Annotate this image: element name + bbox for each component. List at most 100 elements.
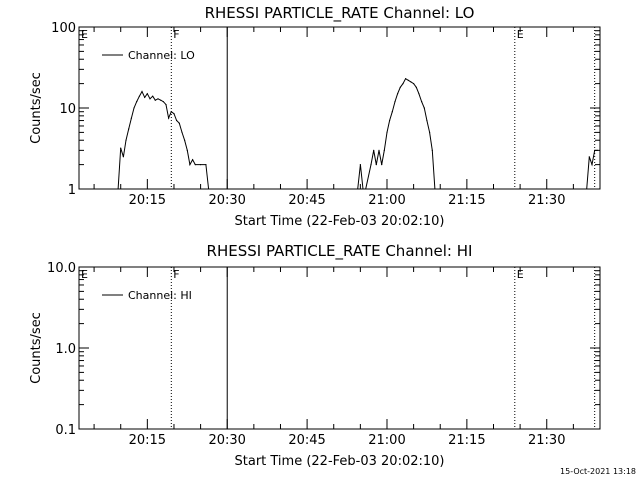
data-point xyxy=(397,93,399,95)
data-point xyxy=(122,156,124,158)
data-point xyxy=(407,79,409,81)
data-point xyxy=(136,101,138,103)
chart-title: RHESSI PARTICLE_RATE Channel: HI xyxy=(207,242,473,261)
event-marker-label: F xyxy=(173,268,179,281)
x-tick-label: 21:30 xyxy=(528,193,565,208)
event-marker-label: E xyxy=(81,268,88,281)
series-line xyxy=(357,78,436,189)
data-point xyxy=(138,95,140,97)
data-point xyxy=(381,164,383,166)
data-point xyxy=(410,81,412,83)
data-point xyxy=(149,98,151,100)
x-tick-label: 21:15 xyxy=(448,433,485,448)
y-axis-label: Counts/sec xyxy=(29,312,44,384)
data-point xyxy=(146,93,148,95)
data-point xyxy=(415,86,417,88)
data-point xyxy=(431,149,433,151)
x-tick-label: 20:15 xyxy=(129,193,166,208)
series-line xyxy=(586,149,598,189)
x-tick-label: 20:45 xyxy=(288,433,325,448)
x-tick-label: 20:30 xyxy=(208,193,245,208)
x-tick-label: 21:15 xyxy=(448,193,485,208)
x-tick-label: 21:00 xyxy=(368,433,405,448)
data-point xyxy=(365,188,367,189)
event-marker-label: E xyxy=(517,268,524,281)
panel-lo: RHESSI PARTICLE_RATE Channel: LO Counts/s… xyxy=(29,4,601,229)
y-tick-label: 1.0 xyxy=(55,342,76,357)
data-point xyxy=(359,164,361,166)
y-axis-label: Counts/sec xyxy=(29,72,44,144)
event-marker-label: E xyxy=(517,28,524,41)
data-point xyxy=(173,113,175,115)
data-point xyxy=(383,149,385,151)
data-point xyxy=(208,188,210,189)
data-point xyxy=(357,188,359,189)
data-point xyxy=(168,117,170,119)
data-point xyxy=(426,119,428,122)
legend-label: Channel: HI xyxy=(128,289,192,302)
y-tick-label: 100 xyxy=(51,21,76,36)
series-line xyxy=(117,90,210,189)
data-point xyxy=(389,119,391,122)
data-point xyxy=(434,188,436,189)
data-point xyxy=(423,107,425,109)
x-tick-label: 20:45 xyxy=(288,193,325,208)
data-point xyxy=(373,149,375,151)
data-point xyxy=(141,90,143,93)
data-point xyxy=(152,95,154,97)
data-point xyxy=(165,104,167,106)
chart-title: RHESSI PARTICLE_RATE Channel: LO xyxy=(205,4,475,23)
data-point xyxy=(162,101,164,103)
x-tick-label: 21:00 xyxy=(368,193,405,208)
data-point xyxy=(186,149,188,151)
data-point xyxy=(394,101,396,103)
data-point xyxy=(405,78,407,80)
data-point xyxy=(192,159,194,161)
y-tick-label: 1 xyxy=(68,183,76,198)
x-tick-label: 21:30 xyxy=(528,433,565,448)
data-point xyxy=(413,83,415,85)
data-point xyxy=(418,93,420,95)
data-point xyxy=(176,119,178,122)
data-point xyxy=(594,149,596,151)
data-point xyxy=(120,147,122,149)
data-point xyxy=(375,164,377,166)
data-point xyxy=(117,188,119,189)
data-point xyxy=(184,139,186,141)
data-point xyxy=(402,83,404,85)
data-point xyxy=(370,164,372,166)
event-marker-label: E xyxy=(81,28,88,41)
data-point xyxy=(200,164,202,166)
y-tick-label: 0.1 xyxy=(55,423,76,438)
data-point xyxy=(178,122,180,124)
x-tick-label: 20:30 xyxy=(208,433,245,448)
data-point xyxy=(421,101,423,103)
data-point xyxy=(189,164,191,166)
x-tick-label: 20:15 xyxy=(129,433,166,448)
data-point xyxy=(154,99,156,101)
event-marker-label: F xyxy=(173,28,179,41)
panel-hi: RHESSI PARTICLE_RATE Channel: HI Counts/s… xyxy=(29,242,601,469)
data-point xyxy=(144,96,146,98)
data-point xyxy=(591,164,593,166)
data-point xyxy=(386,131,388,133)
data-point xyxy=(194,164,196,166)
y-tick-label: 10.0 xyxy=(47,261,76,276)
data-point xyxy=(586,188,588,189)
data-point xyxy=(205,164,207,166)
x-axis-label: Start Time (22-Feb-03 20:02:10) xyxy=(235,454,445,469)
data-point xyxy=(125,139,127,141)
data-point xyxy=(429,131,431,133)
data-point xyxy=(170,111,172,113)
footer-timestamp: 15-Oct-2021 13:18 xyxy=(560,467,636,476)
data-point xyxy=(596,149,598,151)
data-point xyxy=(362,188,364,189)
data-point xyxy=(588,156,590,158)
y-tick-label: 10 xyxy=(59,102,76,117)
data-point xyxy=(130,117,132,119)
data-point xyxy=(128,128,130,130)
data-point xyxy=(378,149,380,151)
data-point xyxy=(181,131,183,133)
